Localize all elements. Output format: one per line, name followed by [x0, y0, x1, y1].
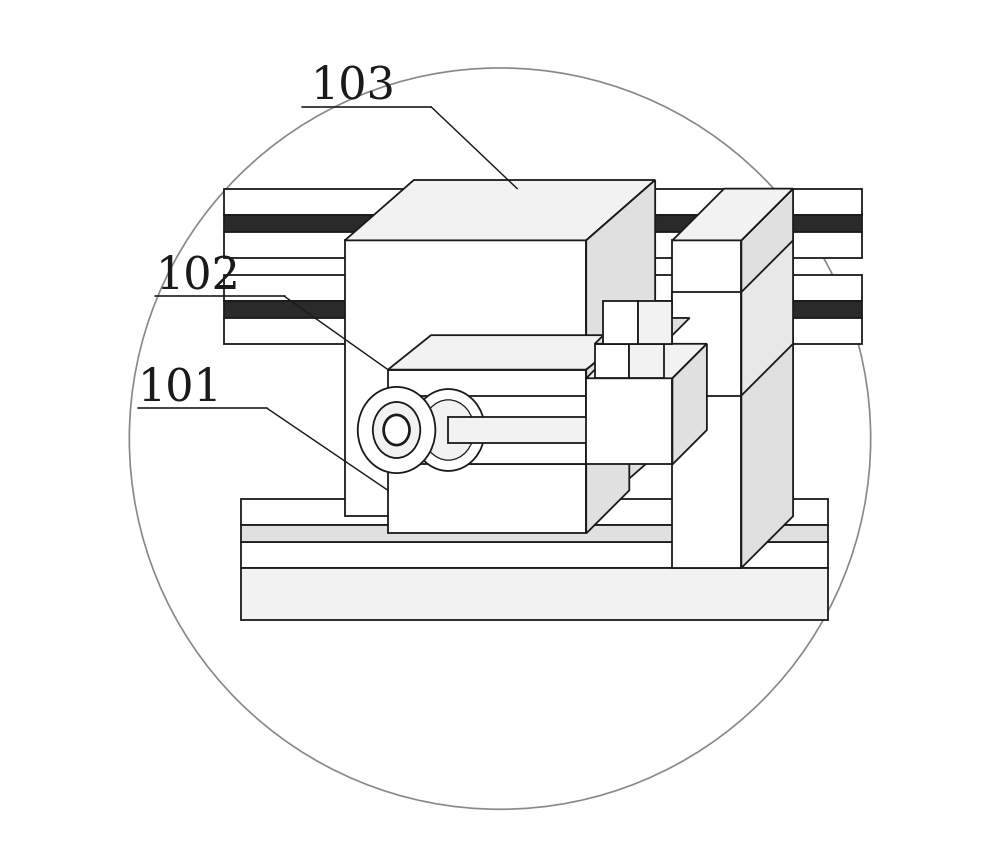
Polygon shape	[672, 189, 793, 241]
Polygon shape	[241, 568, 828, 620]
Polygon shape	[224, 189, 862, 215]
Polygon shape	[224, 215, 862, 232]
Ellipse shape	[373, 403, 420, 458]
Polygon shape	[629, 344, 664, 379]
Polygon shape	[638, 301, 672, 344]
Polygon shape	[586, 344, 707, 379]
Ellipse shape	[422, 400, 474, 461]
Polygon shape	[224, 319, 862, 344]
Polygon shape	[345, 241, 586, 517]
Polygon shape	[224, 232, 862, 258]
Polygon shape	[586, 379, 672, 465]
Text: 102: 102	[155, 254, 240, 297]
Polygon shape	[345, 181, 655, 241]
Polygon shape	[224, 276, 862, 301]
Ellipse shape	[412, 389, 485, 472]
Polygon shape	[448, 396, 586, 465]
Polygon shape	[224, 301, 862, 319]
Polygon shape	[603, 301, 638, 344]
Polygon shape	[672, 241, 741, 568]
Polygon shape	[448, 418, 629, 443]
Polygon shape	[397, 396, 586, 465]
Polygon shape	[741, 241, 793, 396]
Polygon shape	[595, 344, 629, 379]
Polygon shape	[241, 525, 828, 542]
Ellipse shape	[384, 416, 409, 446]
Polygon shape	[586, 181, 655, 517]
Polygon shape	[741, 189, 793, 568]
Polygon shape	[672, 293, 741, 396]
Polygon shape	[595, 319, 690, 344]
Polygon shape	[241, 499, 828, 525]
Text: 103: 103	[310, 65, 395, 108]
Polygon shape	[388, 336, 629, 370]
Text: 101: 101	[138, 366, 223, 409]
Circle shape	[129, 69, 871, 809]
Polygon shape	[586, 336, 629, 534]
Polygon shape	[241, 542, 828, 568]
Polygon shape	[672, 344, 707, 465]
Polygon shape	[388, 370, 586, 534]
Ellipse shape	[358, 387, 435, 474]
